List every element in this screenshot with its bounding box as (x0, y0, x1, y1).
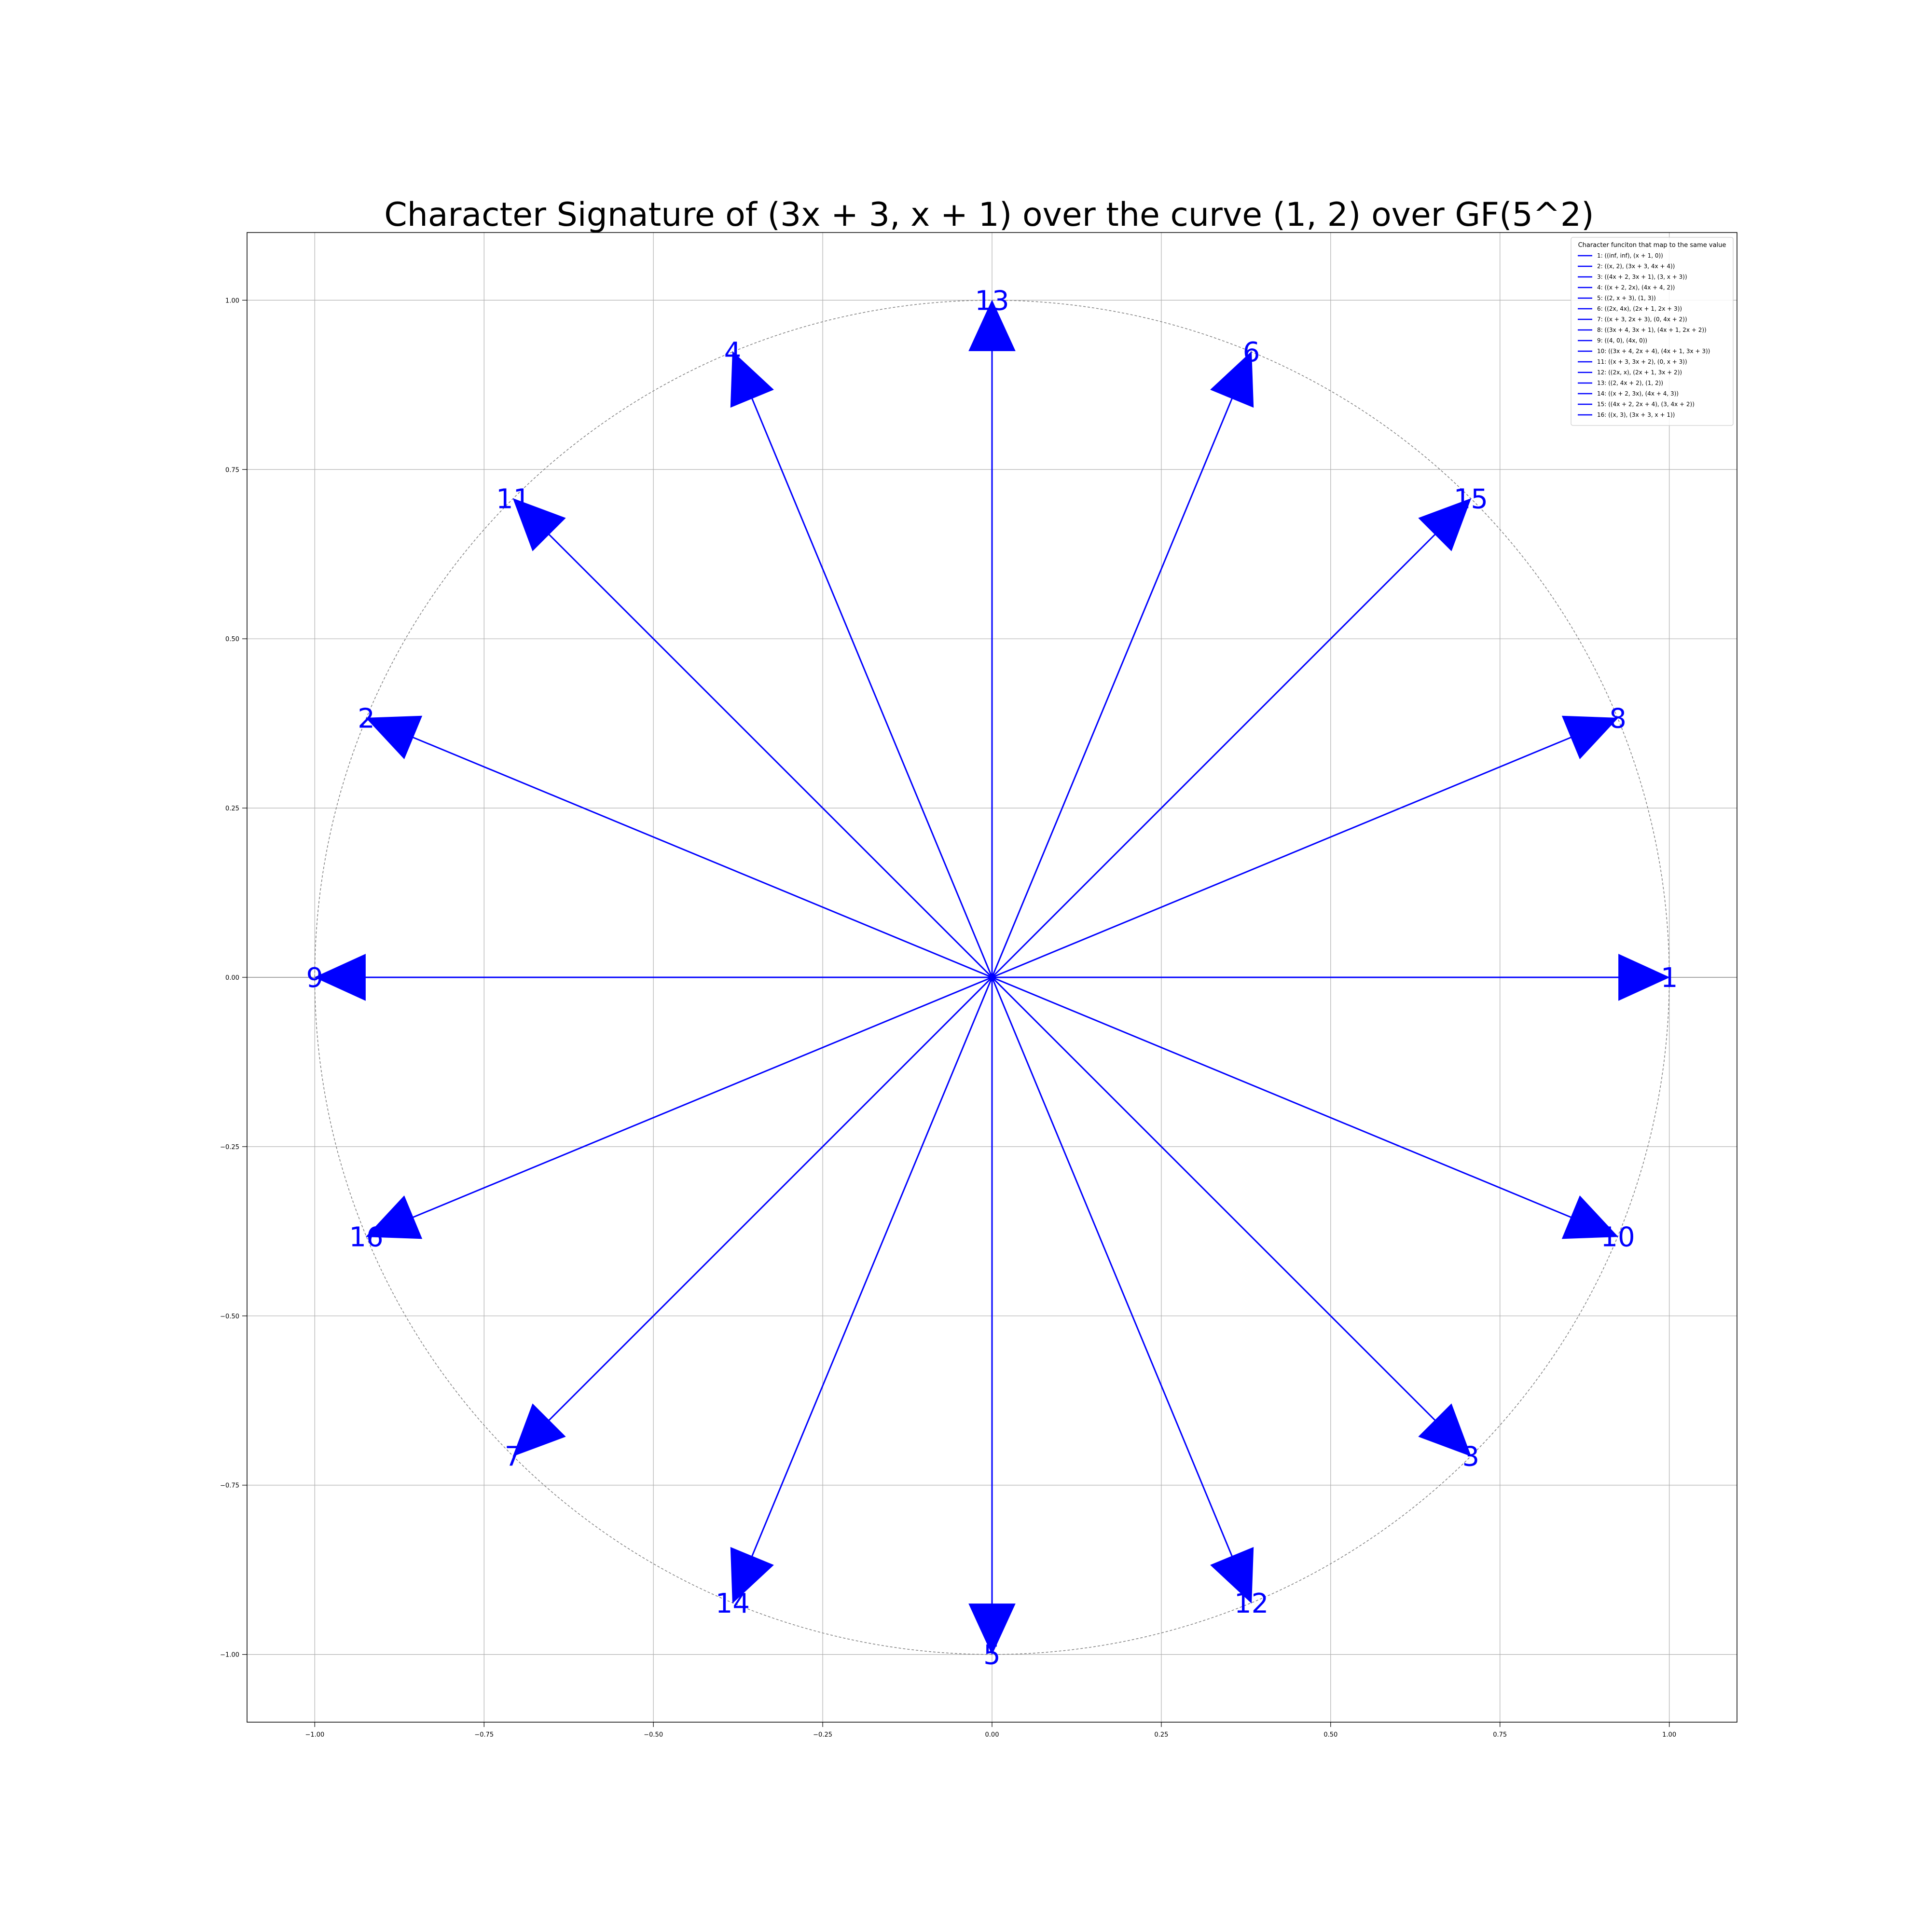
y-tick-label: −1.00 (220, 1652, 239, 1659)
vector-label-6: 6 (1243, 337, 1260, 368)
y-tick-label: −0.50 (220, 1313, 239, 1320)
y-tick-label: −0.25 (220, 1144, 239, 1151)
chart-title: Character Signature of (3x + 3, x + 1) o… (384, 196, 1594, 234)
vector-shaft-15 (991, 534, 1436, 978)
vector-head-7 (512, 1403, 566, 1457)
vector-shaft-7 (548, 976, 993, 1421)
vector-label-11: 11 (496, 484, 530, 515)
axis-ticks: −1.00 −0.75 −0.50 −0.25 0.00 0.25 0.50 0.75 1.00… (220, 297, 1676, 1739)
x-tick-label: −1.00 (305, 1731, 324, 1739)
vector-shaft-3 (991, 976, 1436, 1421)
legend-entry-9: 9: ((4, 0), (4x, 0)) (1597, 337, 1647, 344)
vector-head-9 (314, 954, 366, 1001)
vector-shaft-11 (548, 534, 993, 978)
vector-head-14 (730, 1547, 774, 1604)
legend-entry-4: 4: ((x + 2, 2x), (4x + 4, 2)) (1597, 284, 1675, 291)
vector-head-5 (968, 1603, 1016, 1655)
legend-entry-15: 15: ((4x + 2, 2x + 4), (3, 4x + 2)) (1597, 401, 1695, 408)
x-tick-label: 0.50 (1323, 1731, 1337, 1739)
vector-head-12 (1210, 1547, 1254, 1604)
legend-entry-10: 10: ((3x + 4, 2x + 4), (4x + 1, 3x + 3)) (1597, 348, 1710, 355)
y-tick-label: −0.75 (220, 1482, 239, 1490)
y-tick-label: 1.00 (225, 297, 239, 304)
legend-entry-8: 8: ((3x + 4, 3x + 1), (4x + 1, 2x + 2)) (1597, 327, 1707, 333)
x-tick-label: −0.75 (474, 1731, 494, 1739)
legend-entry-11: 11: ((x + 3, 3x + 2), (0, x + 3)) (1597, 358, 1687, 365)
legend-entry-5: 5: ((2, x + 3), (1, 3)) (1597, 295, 1656, 301)
legend-box (1571, 237, 1734, 426)
vector-label-15: 15 (1454, 484, 1488, 515)
vector-label-16: 16 (349, 1222, 383, 1253)
vector-label-9: 9 (306, 962, 324, 994)
vector-shaft-12 (991, 977, 1233, 1557)
legend: Character funciton that map to the same … (1571, 237, 1734, 426)
legend-entry-16: 16: ((x, 3), (3x + 3, x + 1)) (1597, 411, 1675, 418)
x-tick-label: 1.00 (1662, 1731, 1676, 1739)
vector-shaft-4 (751, 398, 993, 978)
vector-label-2: 2 (358, 703, 375, 734)
vector-shaft-8 (992, 737, 1572, 978)
vector-head-2 (365, 715, 423, 759)
x-tick-label: −0.50 (644, 1731, 663, 1739)
vector-label-10: 10 (1600, 1222, 1635, 1253)
legend-entry-12: 12: ((2x, x), (2x + 1, 3x + 2)) (1597, 369, 1682, 376)
x-tick-label: 0.00 (985, 1731, 999, 1739)
legend-entry-3: 3: ((4x + 2, 3x + 1), (3, x + 3)) (1597, 274, 1687, 280)
vector-head-1 (1618, 954, 1670, 1001)
y-tick-label: 0.75 (225, 466, 239, 474)
legend-entry-1: 1: ((inf, inf), (x + 1, 0)) (1597, 252, 1663, 259)
vector-head-8 (1561, 715, 1619, 759)
vector-label-12: 12 (1234, 1588, 1268, 1619)
x-tick-label: −0.25 (813, 1731, 832, 1739)
legend-entry-7: 7: ((x + 3, 2x + 3), (0, 4x + 2)) (1597, 316, 1687, 323)
y-tick-label: 0.00 (225, 974, 239, 982)
vector-head-6 (1210, 351, 1254, 408)
vector-head-16 (365, 1195, 423, 1239)
vector-head-11 (512, 498, 566, 551)
y-tick-label: 0.25 (225, 805, 239, 812)
vector-head-10 (1561, 1195, 1619, 1239)
vector-head-15 (1418, 498, 1472, 551)
legend-entry-2: 2: ((x, 2), (3x + 3, 4x + 4)) (1597, 263, 1675, 270)
legend-entry-14: 14: ((x + 2, 3x), (4x + 4, 3)) (1597, 390, 1679, 397)
legend-entry-6: 6: ((2x, 4x), (2x + 1, 2x + 3)) (1597, 305, 1682, 312)
legend-title: Character funciton that map to the same … (1578, 242, 1726, 249)
vector-head-4 (730, 351, 774, 408)
vector-label-13: 13 (975, 285, 1009, 316)
vector-shaft-16 (413, 976, 993, 1218)
x-tick-label: 0.75 (1493, 1731, 1507, 1739)
vector-label-8: 8 (1609, 703, 1627, 734)
vector-shaft-10 (992, 976, 1572, 1218)
vector-shaft-2 (413, 737, 993, 978)
legend-entry-13: 13: ((2, 4x + 2), (1, 2)) (1597, 380, 1663, 386)
vector-shaft-14 (751, 977, 993, 1557)
y-tick-label: 0.50 (225, 636, 239, 643)
vector-head-13 (968, 300, 1016, 351)
x-tick-label: 0.25 (1154, 1731, 1168, 1739)
vector-label-7: 7 (505, 1441, 522, 1472)
vector-label-14: 14 (716, 1588, 750, 1619)
vector-label-4: 4 (724, 337, 742, 368)
vector-shaft-6 (991, 398, 1233, 978)
vector-arrows (314, 300, 1670, 1655)
vector-label-5: 5 (983, 1640, 1001, 1671)
vector-head-3 (1418, 1403, 1472, 1457)
vector-label-3: 3 (1462, 1441, 1480, 1472)
vector-label-1: 1 (1661, 962, 1678, 994)
